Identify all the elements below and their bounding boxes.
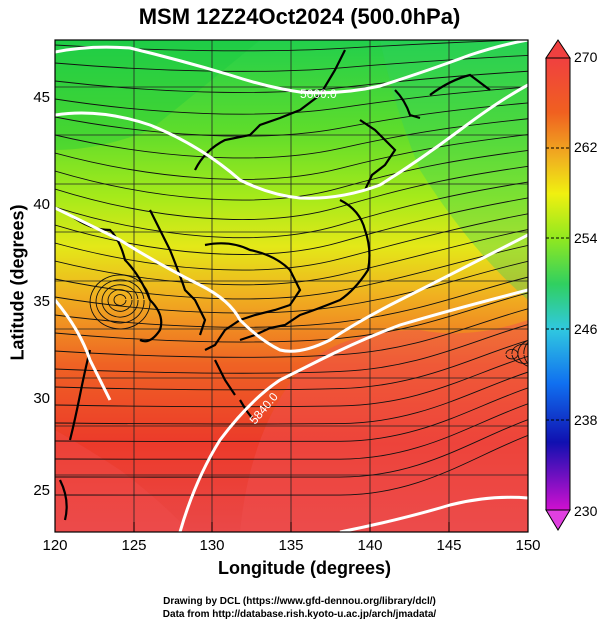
x-axis-label: Longitude (degrees) xyxy=(217,558,391,578)
x-tick-label: 125 xyxy=(121,537,146,554)
colorbar-label: 254 xyxy=(574,230,598,246)
credit-data: Data from http://database.rish.kyoto-u.a… xyxy=(162,609,437,620)
y-tick-label: 45 xyxy=(33,89,50,106)
height-contours xyxy=(55,40,528,532)
x-tick-label: 130 xyxy=(199,537,224,554)
y-axis-label: Latitude (degrees) xyxy=(7,204,28,361)
x-tick-label: 140 xyxy=(357,537,382,554)
y-tick-label: 35 xyxy=(33,293,50,310)
x-axis: 120 125 130 135 140 145 150 xyxy=(42,522,541,554)
y-tick-label: 40 xyxy=(33,196,50,213)
x-tick-label: 150 xyxy=(515,537,540,554)
temperature-field: 5600.0 5840.0 xyxy=(55,40,528,532)
colorbar-label: 262 xyxy=(574,139,598,155)
contour-label-5600: 5600.0 xyxy=(300,87,337,101)
x-tick-label: 145 xyxy=(436,537,461,554)
colorbar-label: 238 xyxy=(574,412,598,428)
colorbar-label: 246 xyxy=(574,321,598,337)
colorbar-label: 230 xyxy=(574,503,598,519)
coastlines xyxy=(59,49,491,521)
y-axis: 25 30 35 40 45 xyxy=(33,89,50,499)
chart-title: MSM 12Z24Oct2024 (500.0hPa) xyxy=(138,4,461,29)
credit-drawing: Drawing by DCL (https://www.gfd-dennou.o… xyxy=(163,596,436,607)
x-tick-label: 120 xyxy=(42,537,67,554)
grid-lines xyxy=(55,40,528,532)
x-tick-label: 135 xyxy=(278,537,303,554)
y-tick-label: 25 xyxy=(33,482,50,499)
colorbar-max-arrow xyxy=(545,39,571,59)
y-tick-label: 30 xyxy=(33,390,50,407)
colorbar-min-arrow xyxy=(545,509,571,531)
colorbar-scale xyxy=(545,57,571,511)
colorbar-label: 270 xyxy=(574,49,598,65)
colorbar: 270 262 254 246 238 230 xyxy=(545,39,598,531)
